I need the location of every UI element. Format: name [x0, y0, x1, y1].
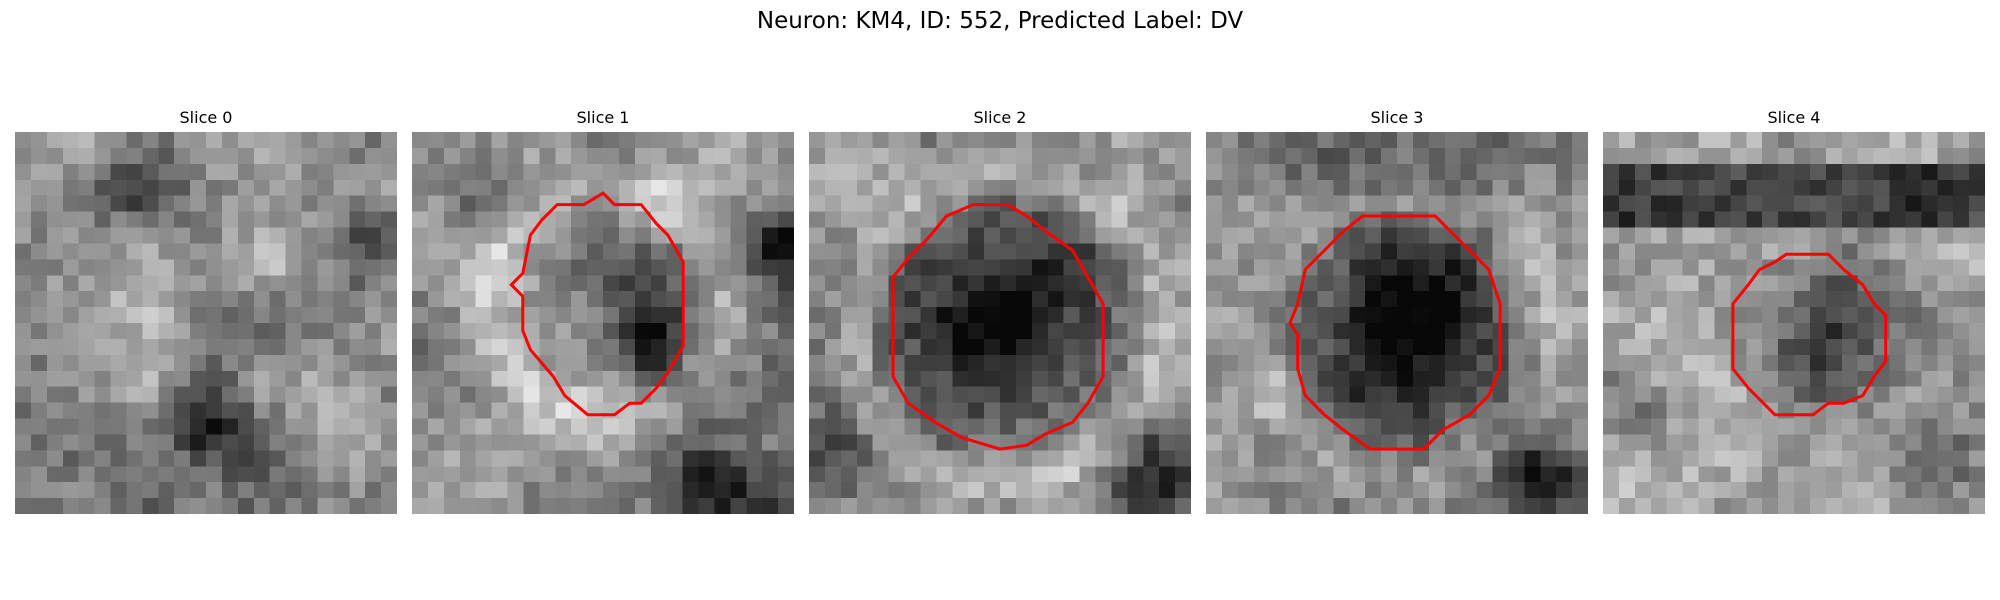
- slice-panel-3: Slice 3: [1206, 108, 1588, 514]
- pixel-grid: [412, 132, 794, 514]
- figure-title: Neuron: KM4, ID: 552, Predicted Label: D…: [756, 8, 1244, 34]
- pixel-grid: [1603, 132, 1985, 514]
- slice-title: Slice 2: [973, 108, 1027, 127]
- slice-image: [15, 132, 397, 514]
- segmentation-contour: [1731, 252, 1888, 417]
- pixel-grid: [15, 132, 397, 514]
- slice-panel-0: Slice 0: [15, 108, 397, 514]
- slice-title: Slice 0: [179, 108, 233, 127]
- pixel-grid: [1206, 132, 1588, 514]
- segmentation-contour: [891, 203, 1105, 451]
- slice-panel-2: Slice 2: [809, 108, 1191, 514]
- slice-image: [1603, 132, 1985, 514]
- slice-image: [412, 132, 794, 514]
- slice-image: [809, 132, 1191, 514]
- slice-title: Slice 3: [1370, 108, 1424, 127]
- pixel-grid: [809, 132, 1191, 514]
- segmentation-contour: [1288, 214, 1502, 451]
- slice-panel-1: Slice 1: [412, 108, 794, 514]
- slice-image: [1206, 132, 1588, 514]
- slice-title: Slice 4: [1767, 108, 1821, 127]
- slice-title: Slice 1: [576, 108, 630, 127]
- slice-panel-4: Slice 4: [1603, 108, 1985, 514]
- segmentation-contour: [509, 191, 685, 417]
